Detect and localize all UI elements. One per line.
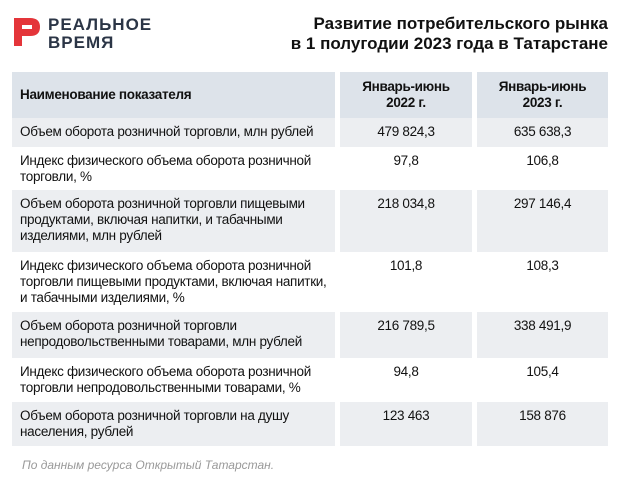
source: По данным ресурса Открытый Татарстан. bbox=[22, 458, 275, 472]
header-text: Наименование показателя bbox=[20, 87, 192, 102]
row-label: Индекс физического объема оборота рознич… bbox=[20, 258, 327, 305]
row-label: Объем оборота розничной торговли на душу… bbox=[12, 402, 335, 446]
title-line: в 1 полугодии 2023 года в Татарстане bbox=[290, 34, 608, 53]
table-row: Индекс физического объема оборота рознич… bbox=[12, 147, 608, 190]
cell-value: 297 146,4 bbox=[477, 190, 608, 252]
row-label: Индекс физического объема оборота рознич… bbox=[20, 153, 311, 184]
cell-value: 106,8 bbox=[526, 153, 559, 168]
cell-value: 635 638,3 bbox=[477, 118, 608, 147]
table-row: Объем оборота розничной торговли пищевым… bbox=[12, 190, 608, 252]
table: Наименование показателя Январь-июнь 2022 … bbox=[12, 72, 608, 446]
table-row: Объем оборота розничной торговли, млн ру… bbox=[12, 118, 608, 147]
cell-value: 158 876 bbox=[477, 402, 608, 446]
logo-text: ВРЕМЯ bbox=[48, 33, 115, 52]
cell-value: 101,8 bbox=[389, 258, 423, 273]
cell-value: 216 789,5 bbox=[340, 312, 472, 358]
row-label: Объем оборота розничной торговли, млн ру… bbox=[12, 118, 335, 147]
title: Развитие потребительского рынка в 1 полу… bbox=[291, 14, 608, 54]
header-text: Январь-июнь 2022 г. bbox=[362, 79, 450, 110]
row-label: Объем оборота розничной торговли пищевым… bbox=[12, 190, 335, 252]
cell-value: 97,8 bbox=[393, 153, 419, 168]
logo-icon bbox=[14, 18, 40, 46]
cell-value: 123 463 bbox=[340, 402, 472, 446]
cell-value: 479 824,3 bbox=[340, 118, 472, 147]
row-label: Индекс физического объема оборота рознич… bbox=[20, 364, 311, 395]
cell-value: 108,3 bbox=[526, 258, 559, 273]
cell-value: 105,4 bbox=[526, 364, 559, 379]
header-row: Наименование показателя Январь-июнь 2022 … bbox=[12, 72, 608, 118]
header-text: Январь-июнь 2023 г. bbox=[498, 79, 587, 110]
table-row: Индекс физического объема оборота рознич… bbox=[12, 358, 608, 402]
table-row: Индекс физического объема оборота рознич… bbox=[12, 252, 608, 312]
header-cell: Наименование показателя bbox=[12, 72, 335, 118]
table-row: Объем оборота розничной торговли непродо… bbox=[12, 312, 608, 358]
row-label: Объем оборота розничной торговли непродо… bbox=[12, 312, 335, 358]
cell-value: 218 034,8 bbox=[340, 190, 472, 252]
header-cell: Январь-июнь 2022 г. bbox=[340, 72, 472, 118]
table-row: Объем оборота розничной торговли на душу… bbox=[12, 402, 608, 446]
header-cell: Январь-июнь 2023 г. bbox=[477, 72, 608, 118]
logo-text: РЕАЛЬНОЕ bbox=[48, 15, 153, 34]
cell-value: 338 491,9 bbox=[477, 312, 608, 358]
cell-value: 94,8 bbox=[393, 364, 419, 379]
title-line: Развитие потребительского рынка bbox=[313, 14, 608, 33]
